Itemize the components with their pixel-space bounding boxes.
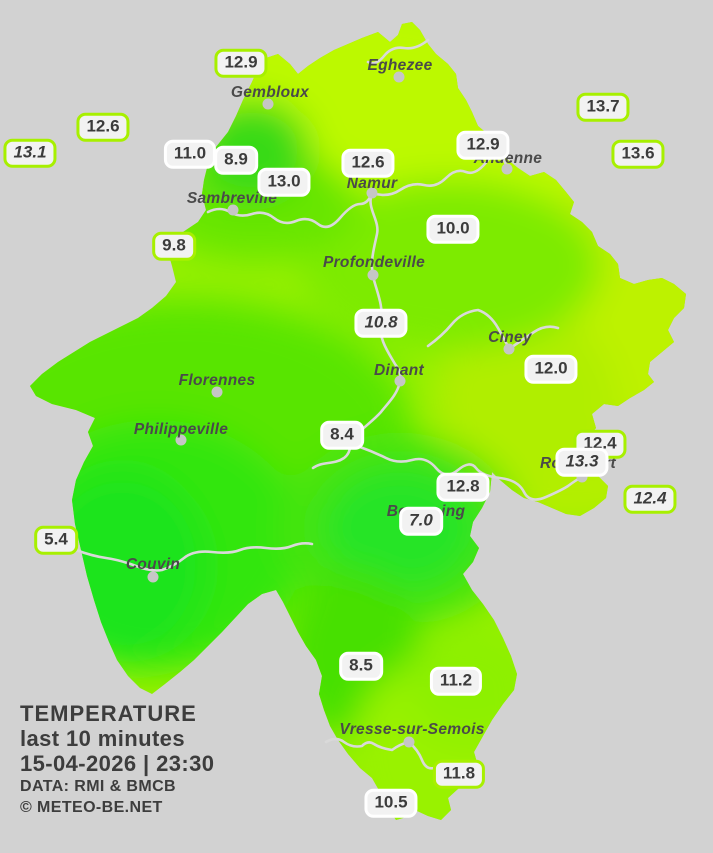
city-dot xyxy=(367,269,379,281)
city-label: Gembloux xyxy=(230,84,310,101)
city-dot xyxy=(503,343,515,355)
temperature-pill: 12.8 xyxy=(436,472,490,502)
city-dot xyxy=(403,736,415,748)
city-dot xyxy=(175,434,187,446)
temperature-pill: 13.0 xyxy=(257,167,311,197)
river-bocq xyxy=(426,308,560,351)
city-dot xyxy=(501,163,513,175)
city-label: Profondeville xyxy=(322,254,426,271)
city-label: Ciney xyxy=(488,329,532,346)
temperature-pill: 9.8 xyxy=(152,231,196,261)
city-dot xyxy=(227,204,239,216)
city-label: Florennes xyxy=(178,372,256,389)
temperature-pill: 13.1 xyxy=(3,138,57,168)
city-dot xyxy=(147,571,159,583)
temperature-pill: 10.0 xyxy=(426,214,480,244)
city-label: Sambreville xyxy=(186,190,278,207)
temperature-pill: 11.0 xyxy=(163,139,217,169)
river-meuse-north xyxy=(370,152,509,197)
temperature-pill: 8.4 xyxy=(320,420,364,450)
temperature-pill: 11.8 xyxy=(432,759,486,789)
temperature-pill: 11.2 xyxy=(429,666,483,696)
temperature-pill: 5.4 xyxy=(34,525,78,555)
temperature-pill: 12.9 xyxy=(456,130,510,160)
temperature-pill: 12.6 xyxy=(76,112,130,142)
river-semois xyxy=(324,737,436,770)
city-label: Dinant xyxy=(373,362,425,379)
map-datetime: 15-04-2026 | 23:30 xyxy=(20,751,215,776)
copyright-line: © METEO-BE.NET xyxy=(20,799,163,816)
city-label: Philippeville xyxy=(133,421,229,438)
temperature-pill: 13.7 xyxy=(576,92,630,122)
city-label: Vresse-sur-Semois xyxy=(339,721,485,738)
temperature-pill: 12.4 xyxy=(623,484,677,514)
river-mehaigne xyxy=(366,38,430,65)
city-label: Eghezee xyxy=(367,57,433,74)
temperature-pill: 13.3 xyxy=(555,447,609,477)
temperature-pill: 12.0 xyxy=(524,354,578,384)
temperature-pill: 10.5 xyxy=(364,788,418,818)
temperature-pill: 12.6 xyxy=(341,148,395,178)
temperature-pill: 10.8 xyxy=(354,308,408,338)
temperature-pill: 13.6 xyxy=(611,139,665,169)
temperature-pill: 8.5 xyxy=(339,651,383,681)
temperature-pill: 8.9 xyxy=(214,145,258,175)
city-dot xyxy=(262,98,274,110)
city-dot xyxy=(366,187,378,199)
map-subtitle: last 10 minutes xyxy=(20,726,185,751)
city-dot xyxy=(211,386,223,398)
river-lesse xyxy=(358,445,584,501)
footer-block: TEMPERATURE last 10 minutes 15-04-2026 |… xyxy=(20,701,214,818)
river-viroin xyxy=(74,542,314,572)
temperature-pill: 7.0 xyxy=(399,506,443,536)
city-label: Couvin xyxy=(125,556,181,573)
city-dot xyxy=(393,71,405,83)
city-dot xyxy=(394,375,406,387)
city-label: Namur xyxy=(346,175,398,192)
city-dot xyxy=(576,471,588,483)
map-title: TEMPERATURE xyxy=(20,701,197,726)
data-source: DATA: RMI & BMCB xyxy=(20,778,177,795)
temperature-pill: 12.9 xyxy=(214,48,268,78)
